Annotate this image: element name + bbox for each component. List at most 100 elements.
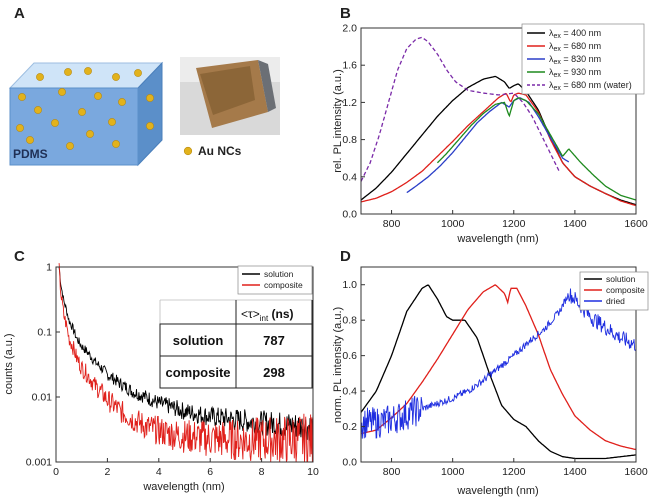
au-nc-dot	[78, 108, 86, 116]
au-nc-dot	[112, 73, 120, 81]
legend-label: λex = 830 nm	[549, 54, 601, 66]
au-nc-dot	[146, 122, 154, 130]
y-tick-label: 1.0	[342, 279, 357, 291]
au-nc-dot	[64, 68, 72, 76]
au-nc-dot	[36, 73, 44, 81]
au-nc-dot	[58, 88, 66, 96]
x-tick-label: 0	[53, 466, 59, 478]
legend-label: composite	[264, 280, 303, 290]
x-tick-label: 1400	[563, 466, 587, 478]
table-row-label: composite	[165, 365, 230, 380]
au-nc-dot	[94, 92, 102, 100]
au-nc-dot	[51, 119, 59, 127]
sample-photo	[180, 57, 280, 135]
table-header: <τ>int (ns)	[241, 307, 294, 323]
au-nc-dot	[86, 130, 94, 138]
x-tick-label: 8	[259, 466, 265, 478]
x-axis-label: wavelength (nm)	[142, 481, 224, 493]
plot-frame	[360, 266, 637, 463]
au-nc-dot	[34, 106, 42, 114]
y-tick-label: 1	[46, 262, 52, 274]
plot-frame	[55, 266, 314, 463]
y-tick-label: 0.01	[32, 392, 53, 404]
x-axis-label: wavelength (nm)	[456, 485, 538, 497]
legend-label: solution	[264, 269, 294, 279]
au-nc-legend-dot	[183, 146, 193, 156]
y-tick-label: 0.0	[342, 209, 357, 221]
legend-label: λex = 930 nm	[549, 67, 601, 79]
legend-label: dried	[606, 296, 625, 306]
chart-d: 800 1000 1200 1400 1600 0.0 0.2 0.4 0.6 0.8 1.0 no…	[332, 266, 649, 497]
panel-letter-b: B	[340, 5, 351, 22]
au-nc-dot	[84, 67, 92, 75]
x-tick-label: 6	[207, 466, 213, 478]
y-tick-label: 0.2	[342, 421, 357, 433]
y-tick-label: 0.8	[342, 315, 357, 327]
au-nc-dot	[118, 98, 126, 106]
legend-box	[237, 265, 313, 295]
au-nc-dot	[16, 124, 24, 132]
y-axis-label: counts (a.u.)	[3, 333, 15, 394]
x-tick-label: 1600	[624, 218, 648, 230]
y-tick-label: 0.4	[342, 386, 357, 398]
plot-frame	[360, 27, 637, 215]
x-tick-label: 1000	[441, 466, 465, 478]
x-tick-label: 4	[156, 466, 162, 478]
y-tick-label: 1.2	[342, 97, 357, 109]
x-tick-label: 800	[383, 466, 401, 478]
panel-letter-c: C	[14, 248, 25, 265]
y-tick-label: 0.001	[26, 457, 52, 469]
au-nc-dot	[66, 142, 74, 150]
y-tick-label: 0.1	[37, 327, 52, 339]
au-nc-dots	[16, 67, 154, 150]
x-tick-label: 800	[383, 218, 401, 230]
y-axis-label: norm. PL intensity (a.u.)	[332, 307, 344, 423]
legend-label: λex = 680 nm (water)	[549, 80, 632, 92]
au-nc-dot	[146, 94, 154, 102]
x-tick-label: 1000	[441, 218, 465, 230]
series-line	[360, 284, 637, 451]
table-row-label: solution	[173, 333, 224, 348]
series-line	[406, 97, 570, 194]
legend-label: λex = 400 nm	[549, 28, 601, 40]
chart-c: 0 2 4 6 8 10 0.001 0.01 0.1 1 counts (a.u.) wavel…	[3, 262, 319, 494]
legend-label: composite	[606, 285, 645, 295]
x-tick-label: 1200	[502, 218, 526, 230]
table-row-value: 787	[263, 333, 285, 348]
y-axis-label: rel. PL intensity (a.u.)	[332, 69, 344, 173]
au-nc-dot	[26, 136, 34, 144]
panel-a-schematic: PDMS Au NCs	[8, 57, 280, 167]
series-line	[436, 97, 637, 201]
x-tick-label: 1400	[563, 218, 587, 230]
series-line	[360, 36, 561, 182]
y-tick-label: 0.4	[342, 171, 357, 183]
series-line	[360, 284, 637, 460]
series-line	[360, 92, 637, 207]
y-tick-label: 0.0	[342, 457, 357, 469]
y-tick-label: 0.8	[342, 134, 357, 146]
legend-label: solution	[606, 274, 636, 284]
y-tick-label: 2.0	[342, 23, 357, 35]
x-axis-label: wavelength (nm)	[456, 233, 538, 245]
au-nc-dot	[18, 93, 26, 101]
y-tick-label: 1.6	[342, 60, 357, 72]
panel-letter-a: A	[14, 5, 25, 22]
legend-label: λex = 680 nm	[549, 41, 601, 53]
chart-b: 800 1000 1200 1400 1600 0.0 0.4 0.8 1.2 1.6 2.0 re…	[332, 23, 648, 246]
x-tick-label: 1200	[502, 466, 526, 478]
x-tick-label: 2	[104, 466, 110, 478]
pdms-label: PDMS	[13, 147, 48, 161]
au-nc-dot	[112, 140, 120, 148]
panel-letter-d: D	[340, 248, 351, 265]
lifetime-table: <τ>int (ns) solution 787 composite 298	[159, 299, 313, 389]
pdms-block-front	[9, 87, 139, 166]
y-tick-label: 0.6	[342, 350, 357, 362]
au-nc-legend-label: Au NCs	[198, 144, 242, 158]
au-nc-dot	[108, 118, 116, 126]
au-nc-dot	[134, 69, 142, 77]
series-line	[360, 288, 637, 439]
x-tick-label: 10	[307, 466, 319, 478]
